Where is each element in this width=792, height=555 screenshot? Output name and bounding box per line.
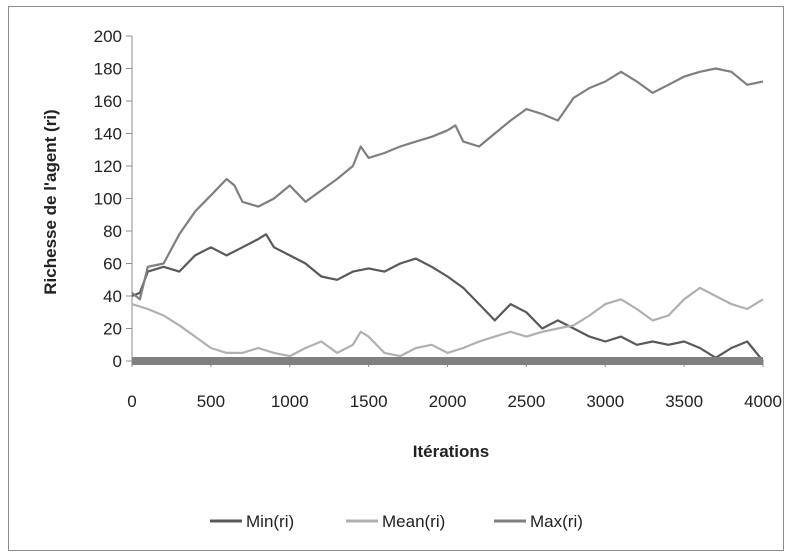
x-tick-label: 3000: [586, 392, 624, 411]
y-tick-label: 200: [94, 27, 122, 46]
y-tick-label: 100: [94, 190, 122, 209]
x-tick-label: 1000: [271, 392, 309, 411]
y-tick-label: 140: [94, 125, 122, 144]
legend-label: Mean(ri): [382, 512, 445, 531]
x-axis-title: Itérations: [413, 442, 490, 461]
y-tick-label: 80: [103, 222, 122, 241]
x-tick-label: 500: [197, 392, 225, 411]
legend-label: Min(ri): [246, 512, 294, 531]
x-tick-label: 4000: [744, 392, 782, 411]
x-tick-label: 2000: [429, 392, 467, 411]
series-line-max-ri: [131, 67, 764, 301]
x-tick-label: 2500: [507, 392, 545, 411]
y-axis-title: Richesse de l'agent (ri): [41, 109, 60, 294]
y-tick-label: 180: [94, 60, 122, 79]
series-lines: [131, 67, 764, 365]
y-tick-label: 120: [94, 157, 122, 176]
legend-label: Max(ri): [530, 512, 583, 531]
series-line-min-ri: [131, 233, 764, 362]
series-line-mean-ri: [131, 286, 764, 358]
x-tick-label: 0: [127, 392, 136, 411]
y-tick-label: 160: [94, 92, 122, 111]
x-tick-label: 3500: [665, 392, 703, 411]
y-tick-label: 0: [113, 352, 122, 371]
y-tick-label: 20: [103, 320, 122, 339]
y-axis: 0 20 40 60 80 100 120 140 160 180 200: [94, 27, 133, 371]
x-tick-label: 1500: [350, 392, 388, 411]
x-axis: 0 500 1000 1500 2000 2500 3000 3500 4000: [127, 361, 782, 411]
y-tick-label: 40: [103, 287, 122, 306]
y-tick-label: 60: [103, 255, 122, 274]
zero-band: [132, 357, 763, 365]
legend: Min(ri) Mean(ri) Max(ri): [210, 512, 583, 531]
chart-frame: [8, 6, 784, 551]
